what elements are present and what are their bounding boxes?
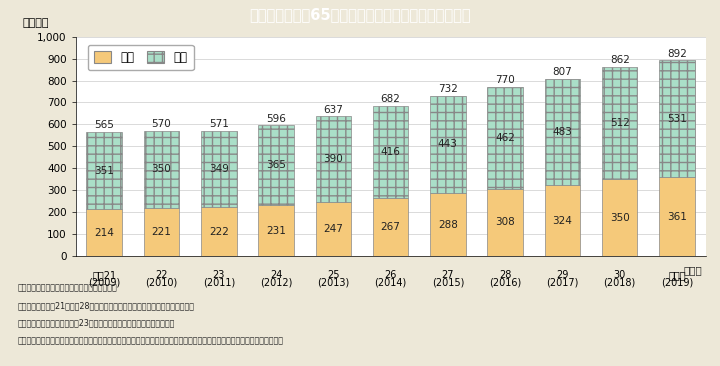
Text: (2018): (2018) bbox=[603, 277, 636, 287]
Bar bbox=[201, 208, 237, 256]
Text: 350: 350 bbox=[152, 164, 171, 174]
Text: （備考）１．総務省「労働力調査」より作成。: （備考）１．総務省「労働力調査」より作成。 bbox=[18, 284, 118, 293]
Text: 349: 349 bbox=[209, 164, 229, 174]
Bar bbox=[373, 198, 408, 256]
Text: 565: 565 bbox=[94, 120, 114, 130]
Text: 267: 267 bbox=[381, 222, 400, 232]
Text: ３．就業者数の平成23年値は，総務省が補完的に推計した値。: ３．就業者数の平成23年値は，総務省が補完的に推計した値。 bbox=[18, 319, 176, 328]
Bar bbox=[602, 67, 637, 179]
Text: 807: 807 bbox=[552, 67, 572, 77]
Text: 30: 30 bbox=[613, 270, 626, 280]
Text: 26: 26 bbox=[384, 270, 397, 280]
Text: (2011): (2011) bbox=[202, 277, 235, 287]
Text: (2015): (2015) bbox=[432, 277, 464, 287]
Text: 361: 361 bbox=[667, 212, 687, 221]
Bar bbox=[315, 116, 351, 202]
Legend: 女性, 男性: 女性, 男性 bbox=[88, 45, 194, 70]
Bar bbox=[315, 202, 351, 256]
Bar bbox=[144, 131, 179, 208]
Text: （万人）: （万人） bbox=[22, 18, 48, 28]
Text: 682: 682 bbox=[381, 94, 400, 104]
Text: 221: 221 bbox=[152, 227, 171, 237]
Bar bbox=[544, 185, 580, 256]
Bar bbox=[430, 96, 466, 193]
Text: 324: 324 bbox=[552, 216, 572, 225]
Text: (2010): (2010) bbox=[145, 277, 178, 287]
Text: (2019): (2019) bbox=[661, 277, 693, 287]
Text: (2017): (2017) bbox=[546, 277, 579, 287]
Text: (2013): (2013) bbox=[318, 277, 349, 287]
Bar bbox=[86, 132, 122, 209]
Text: (2009): (2009) bbox=[88, 277, 120, 287]
Text: 570: 570 bbox=[152, 119, 171, 129]
Text: 令和元: 令和元 bbox=[668, 270, 685, 280]
Text: ２．平成21年から28年までの値は，時系列接続用数値を用いている。: ２．平成21年から28年までの値は，時系列接続用数値を用いている。 bbox=[18, 301, 195, 310]
Text: 247: 247 bbox=[323, 224, 343, 234]
Text: ４．就業者数は，小数点第１位を四捨五入しているため，男性及び女性の合計数と就業者総数が異なる場合がある。: ４．就業者数は，小数点第１位を四捨五入しているため，男性及び女性の合計数と就業者… bbox=[18, 336, 284, 346]
Text: 24: 24 bbox=[270, 270, 282, 280]
Text: Ｉ－５－８図　65歳以上の就業者数の推移（男女別）: Ｉ－５－８図 65歳以上の就業者数の推移（男女別） bbox=[249, 8, 471, 22]
Text: 892: 892 bbox=[667, 49, 687, 59]
Text: 512: 512 bbox=[610, 118, 629, 128]
Bar bbox=[660, 177, 695, 256]
Bar bbox=[544, 79, 580, 185]
Bar bbox=[258, 125, 294, 205]
Text: 308: 308 bbox=[495, 217, 515, 227]
Text: 29: 29 bbox=[557, 270, 569, 280]
Text: 25: 25 bbox=[327, 270, 340, 280]
Text: (2014): (2014) bbox=[374, 277, 407, 287]
Text: 28: 28 bbox=[499, 270, 511, 280]
Text: 23: 23 bbox=[212, 270, 225, 280]
Text: 770: 770 bbox=[495, 75, 515, 85]
Text: 231: 231 bbox=[266, 226, 286, 236]
Bar bbox=[660, 60, 695, 177]
Text: 214: 214 bbox=[94, 228, 114, 238]
Text: 平成21: 平成21 bbox=[92, 270, 117, 280]
Bar bbox=[258, 205, 294, 256]
Text: 443: 443 bbox=[438, 139, 458, 149]
Text: (2016): (2016) bbox=[489, 277, 521, 287]
Text: 416: 416 bbox=[381, 147, 400, 157]
Text: 350: 350 bbox=[610, 213, 629, 223]
Text: （年）: （年） bbox=[683, 265, 702, 275]
Text: 390: 390 bbox=[323, 154, 343, 164]
Text: 531: 531 bbox=[667, 113, 687, 124]
Text: 288: 288 bbox=[438, 220, 458, 229]
Bar bbox=[430, 193, 466, 256]
Text: 596: 596 bbox=[266, 113, 286, 124]
Bar bbox=[373, 106, 408, 198]
Text: 27: 27 bbox=[441, 270, 454, 280]
Bar bbox=[487, 87, 523, 188]
Text: 483: 483 bbox=[552, 127, 572, 137]
Text: 571: 571 bbox=[209, 119, 229, 129]
Text: 637: 637 bbox=[323, 105, 343, 115]
Text: 365: 365 bbox=[266, 160, 286, 171]
Text: 462: 462 bbox=[495, 133, 515, 143]
Text: (2012): (2012) bbox=[260, 277, 292, 287]
Bar bbox=[602, 179, 637, 256]
Bar bbox=[487, 188, 523, 256]
Bar bbox=[144, 208, 179, 256]
Bar bbox=[86, 209, 122, 256]
Text: 732: 732 bbox=[438, 84, 458, 94]
Bar bbox=[201, 131, 237, 208]
Text: 351: 351 bbox=[94, 166, 114, 176]
Text: 862: 862 bbox=[610, 55, 629, 65]
Text: 22: 22 bbox=[156, 270, 168, 280]
Text: 222: 222 bbox=[209, 227, 229, 237]
